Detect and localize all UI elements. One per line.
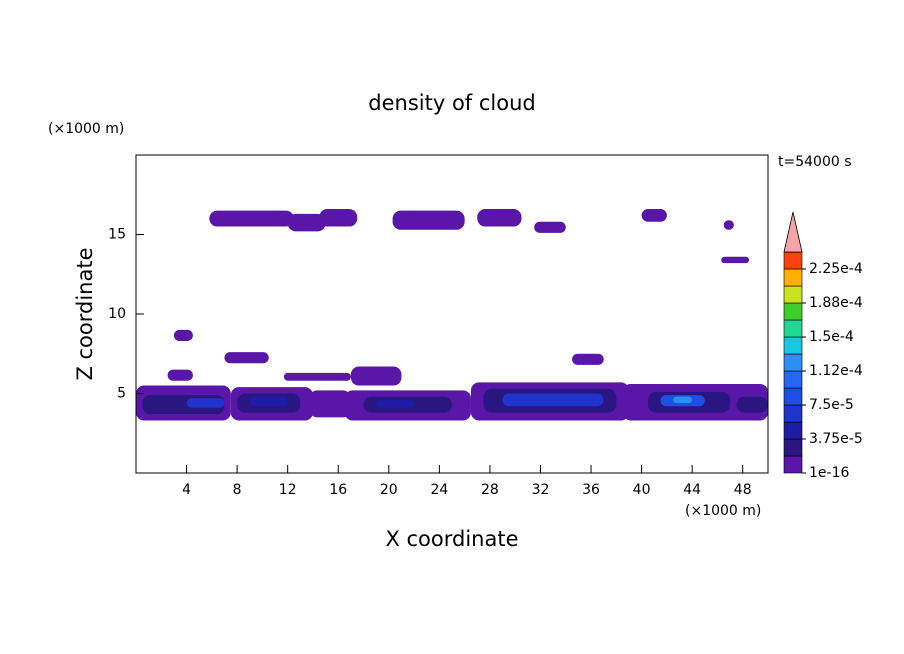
colorbar-band [783,353,803,372]
contour-region [673,396,693,404]
x-tick-label: 36 [582,482,600,498]
contour-region [477,209,522,227]
contour-region [319,209,358,227]
x-tick-label: 32 [532,482,550,498]
colorbar-band [783,370,803,389]
x-unit: (×1000 m) [685,503,761,519]
colorbar-band [783,387,803,406]
colorbar-band [783,336,803,355]
colorbar-label: 7.5e-5 [809,397,854,413]
colorbar-band [783,319,803,338]
contour-region [736,396,768,413]
x-tick-label: 4 [182,482,191,498]
y-tick-label: 5 [117,386,126,402]
colorbar-band [783,285,803,304]
y-axis-label: Z coordinate [73,247,97,380]
time-annotation: t=54000 s [778,154,852,170]
colorbar-label: 2.25e-4 [809,261,863,277]
contour-region [392,210,465,230]
colorbar-label: 1.5e-4 [809,329,854,345]
contour-region [572,353,604,365]
chart-title: density of cloud [368,91,535,115]
contour-region [721,256,750,264]
contour-region [167,369,193,381]
colorbar-band [783,438,803,457]
contour-region [209,210,294,227]
x-tick-label: 44 [683,482,701,498]
x-tick-label: 8 [233,482,242,498]
colorbar-label: 1.12e-4 [809,363,863,379]
contour-region [283,372,351,381]
contour-region [173,329,193,342]
x-axis-label: X coordinate [385,527,518,551]
plot-frame [135,154,769,474]
colorbar-label: 1e-16 [809,465,849,481]
y-unit: (×1000 m) [48,121,124,137]
colorbar-band [783,455,803,474]
contour-region [249,396,288,407]
x-tick-label: 48 [734,482,752,498]
x-tick-label: 40 [633,482,651,498]
colorbar-extend [783,211,803,253]
colorbar-band [783,251,803,270]
colorbar-band [783,268,803,287]
x-tick-label: 20 [380,482,398,498]
contour-region [287,213,326,232]
colorbar-band [783,302,803,321]
contour-region [350,366,402,386]
contour-region [224,352,269,364]
contour-region [502,393,604,407]
contour-fill [136,209,768,421]
contour-region [723,220,734,230]
x-tick-label: 12 [279,482,297,498]
y-tick-label: 15 [108,227,126,243]
contour-region [641,209,667,222]
contour-region [186,398,225,408]
colorbar-label: 3.75e-5 [809,431,863,447]
colorbar-label: 1.88e-4 [809,295,863,311]
x-tick-label: 16 [329,482,347,498]
contour-region [376,399,415,408]
colorbar-band [783,404,803,423]
contour-region [309,390,351,418]
x-tick-label: 24 [430,482,448,498]
y-tick-label: 10 [108,306,126,322]
colorbar-band [783,421,803,440]
x-tick-label: 28 [481,482,499,498]
contour-region [534,221,566,233]
